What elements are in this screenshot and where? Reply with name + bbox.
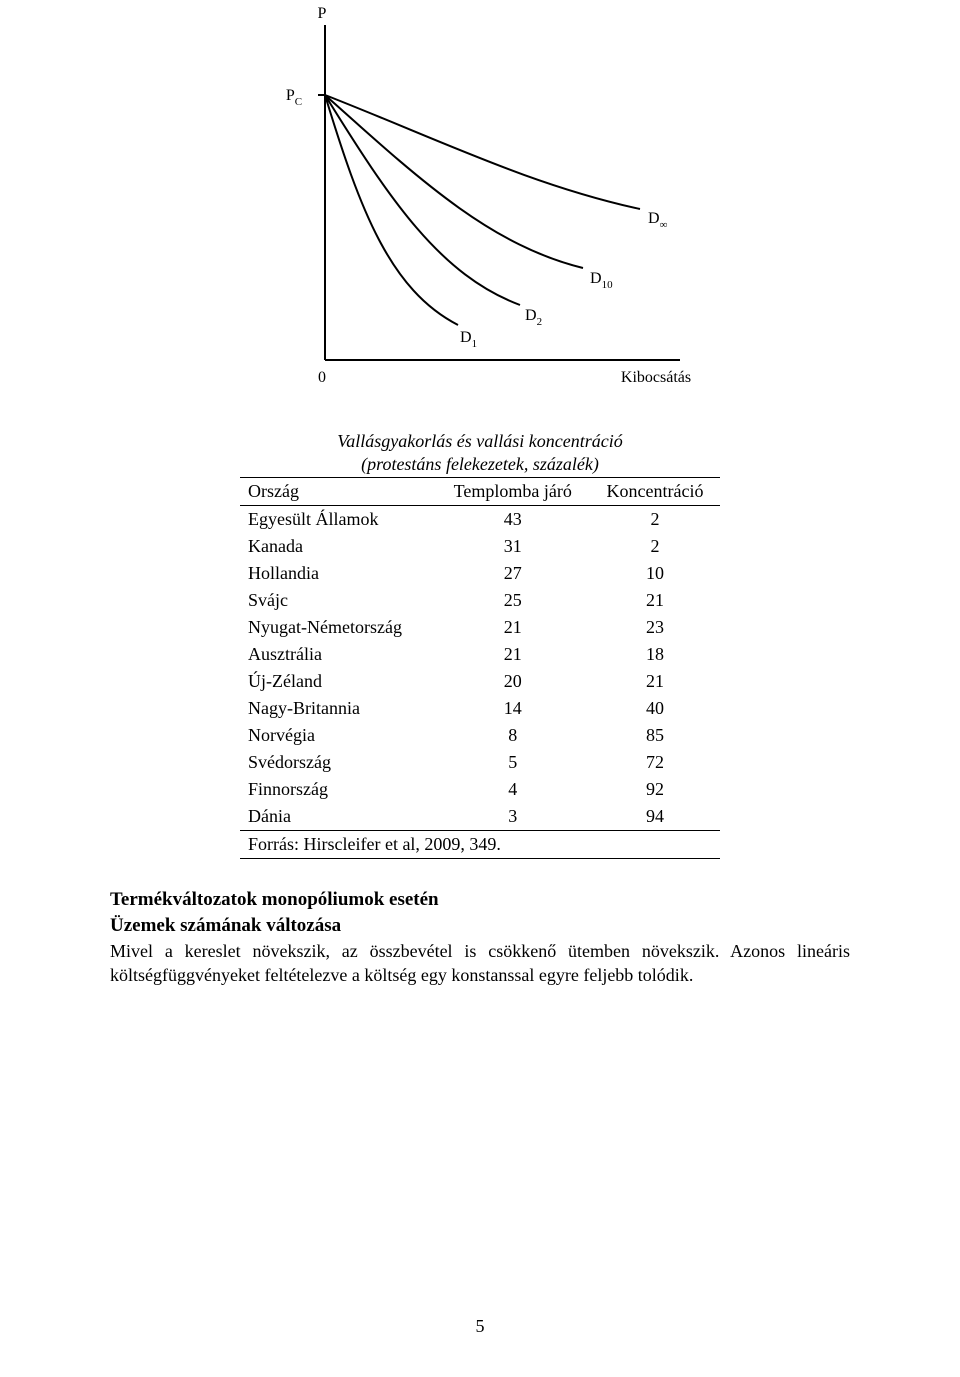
table-cell: 5 xyxy=(436,749,590,776)
religion-table: OrszágTemplomba járóKoncentráció Egyesül… xyxy=(240,477,720,859)
table-cell: 4 xyxy=(436,776,590,803)
table-cell: 21 xyxy=(436,614,590,641)
table-row: Egyesült Államok432 xyxy=(240,505,720,533)
table-title-line1: Vallásgyakorlás és vallási koncentráció xyxy=(337,431,622,451)
table-row: Finnország492 xyxy=(240,776,720,803)
table-row: Hollandia2710 xyxy=(240,560,720,587)
curve-label: D10 xyxy=(590,270,613,291)
curve-label: D2 xyxy=(525,307,542,328)
table-cell: 43 xyxy=(436,505,590,533)
table-row: Nyugat-Németország2123 xyxy=(240,614,720,641)
table-cell: 92 xyxy=(590,776,720,803)
table-row: Svédország572 xyxy=(240,749,720,776)
demand-curve xyxy=(325,95,458,325)
table-row: Svájc2521 xyxy=(240,587,720,614)
table-cell: Svájc xyxy=(240,587,436,614)
table-cell: 3 xyxy=(436,803,590,831)
curve-label: D1 xyxy=(460,329,477,350)
table-cell: 40 xyxy=(590,695,720,722)
table-column-header: Koncentráció xyxy=(590,477,720,505)
demand-curve xyxy=(325,95,520,305)
table-cell: Ausztrália xyxy=(240,641,436,668)
table-cell: 27 xyxy=(436,560,590,587)
subsection-heading: Üzemek számának változása xyxy=(110,915,850,937)
svg-text:Kibocsátás: Kibocsátás xyxy=(621,369,691,386)
table-cell: 2 xyxy=(590,505,720,533)
table-cell: 21 xyxy=(590,668,720,695)
table-cell: 8 xyxy=(436,722,590,749)
table-cell: Kanada xyxy=(240,533,436,560)
table-row: Új-Zéland2021 xyxy=(240,668,720,695)
table-cell: Dánia xyxy=(240,803,436,831)
table-cell: 23 xyxy=(590,614,720,641)
table-cell: Hollandia xyxy=(240,560,436,587)
table-column-header: Ország xyxy=(240,477,436,505)
svg-text:P: P xyxy=(318,5,327,22)
demand-curves-chart: D1 D2 D10 D∞ P PC 0 Kibocsátás xyxy=(260,0,700,400)
page-number: 5 xyxy=(0,1316,960,1337)
table-cell: 20 xyxy=(436,668,590,695)
section-heading: Termékváltozatok monopóliumok esetén xyxy=(110,889,850,911)
chart-svg: D1 D2 D10 D∞ P PC 0 Kibocsátás xyxy=(260,0,700,400)
svg-text:0: 0 xyxy=(318,369,326,386)
table-cell: 2 xyxy=(590,533,720,560)
table-row: Nagy-Britannia1440 xyxy=(240,695,720,722)
table-cell: Norvégia xyxy=(240,722,436,749)
table-cell: 25 xyxy=(436,587,590,614)
table-cell: 72 xyxy=(590,749,720,776)
svg-text:PC: PC xyxy=(286,87,302,108)
table-title: Vallásgyakorlás és vallási koncentráció … xyxy=(240,430,720,477)
table-cell: Nyugat-Németország xyxy=(240,614,436,641)
table-row: Ausztrália2118 xyxy=(240,641,720,668)
table-cell: 85 xyxy=(590,722,720,749)
table-cell: Finnország xyxy=(240,776,436,803)
table-row: Kanada312 xyxy=(240,533,720,560)
body-paragraph: Mivel a kereslet növekszik, az összbevét… xyxy=(110,939,850,988)
table-cell: 10 xyxy=(590,560,720,587)
table-source: Forrás: Hirscleifer et al, 2009, 349. xyxy=(240,830,720,858)
curve-label: D∞ xyxy=(648,210,668,231)
table-cell: Nagy-Britannia xyxy=(240,695,436,722)
table-cell: 21 xyxy=(590,587,720,614)
table-column-header: Templomba járó xyxy=(436,477,590,505)
demand-curve xyxy=(325,95,640,209)
table-row: Norvégia885 xyxy=(240,722,720,749)
table-title-line2: (protestáns felekezetek, százalék) xyxy=(361,454,599,474)
table-cell: Egyesült Államok xyxy=(240,505,436,533)
table-cell: Új-Zéland xyxy=(240,668,436,695)
table-cell: 21 xyxy=(436,641,590,668)
table-cell: Svédország xyxy=(240,749,436,776)
table-cell: 14 xyxy=(436,695,590,722)
table-cell: 18 xyxy=(590,641,720,668)
table-cell: 31 xyxy=(436,533,590,560)
table-row: Dánia394 xyxy=(240,803,720,831)
table-cell: 94 xyxy=(590,803,720,831)
religion-table-wrap: Vallásgyakorlás és vallási koncentráció … xyxy=(240,430,720,859)
